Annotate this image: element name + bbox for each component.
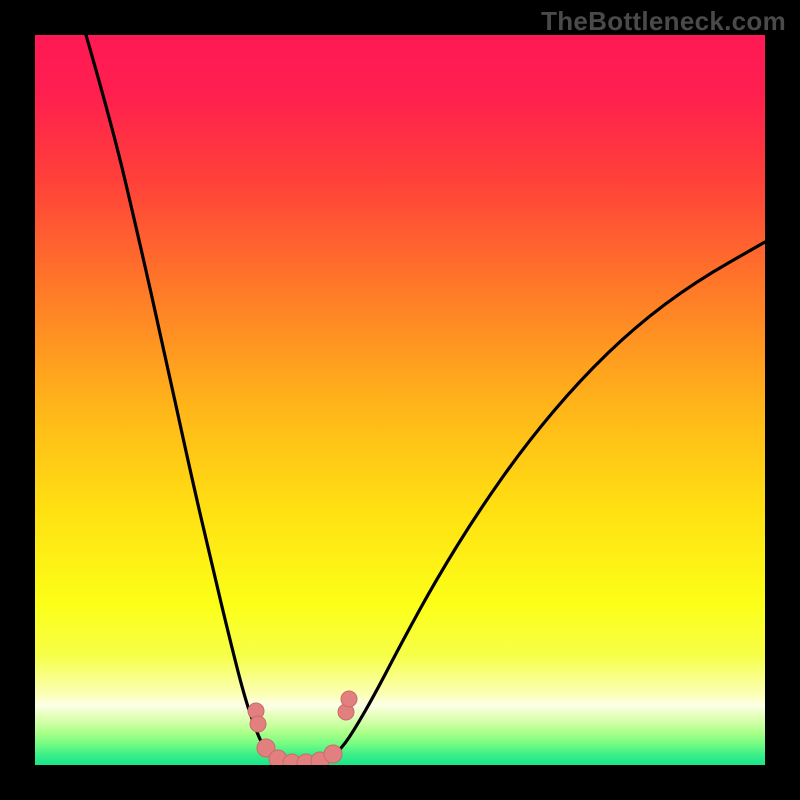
gradient-background xyxy=(35,35,765,765)
watermark-text: TheBottleneck.com xyxy=(541,6,786,37)
curve-marker xyxy=(341,691,357,707)
chart-svg xyxy=(0,0,800,800)
plot-area xyxy=(35,35,765,772)
curve-marker xyxy=(250,716,266,732)
curve-marker xyxy=(324,745,342,763)
